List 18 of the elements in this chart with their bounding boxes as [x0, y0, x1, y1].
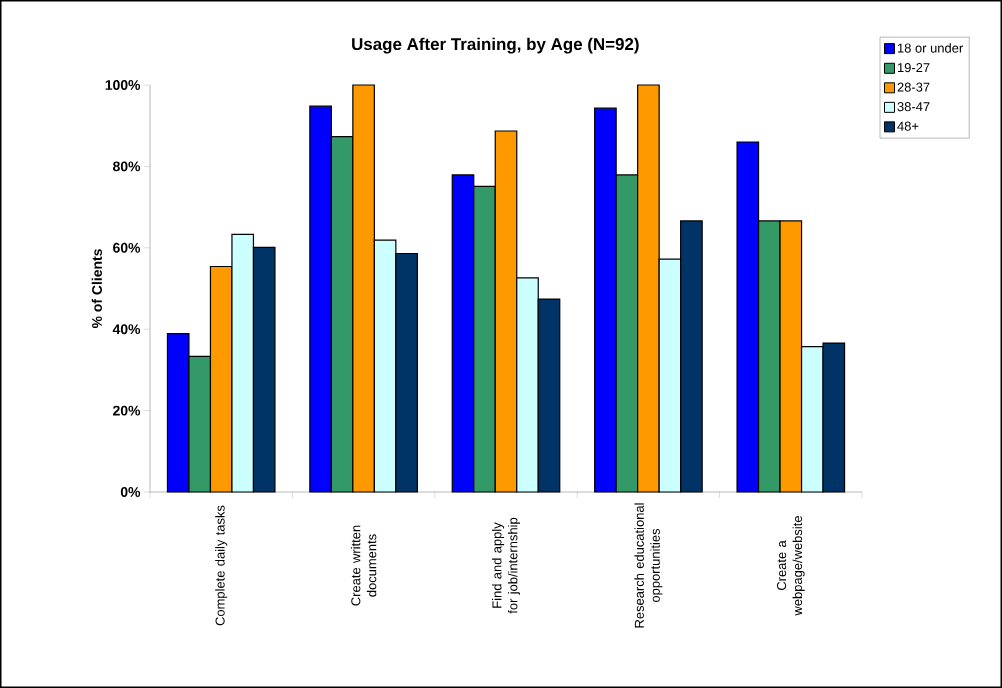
- x-tick-label: Find and apply for job/internship: [491, 517, 521, 614]
- legend-label: 48+: [897, 121, 919, 131]
- x-tick-label: Create a webpage/website: [776, 516, 805, 616]
- legend-label: 38-47: [897, 102, 930, 112]
- x-tick-label: Create written documents: [350, 525, 377, 606]
- y-tick-label: 0%: [120, 487, 141, 497]
- y-tick-label: 80%: [113, 161, 141, 172]
- legend-label: 19-27: [897, 63, 930, 73]
- y-axis-title: % of Clients: [91, 249, 102, 329]
- chart-title: Usage After Training, by Age (N=92): [352, 37, 639, 54]
- x-tick-label: Complete daily tasks: [215, 505, 228, 626]
- legend-label: 18 or under: [897, 43, 963, 53]
- y-tick-label: 100%: [105, 80, 141, 90]
- y-tick-label: 40%: [112, 324, 141, 335]
- y-tick-label: 20%: [113, 405, 141, 416]
- y-tick-label: 60%: [113, 242, 141, 253]
- x-tick-label: Research educational opportunities: [634, 503, 663, 628]
- legend-label: 28-37: [897, 82, 930, 92]
